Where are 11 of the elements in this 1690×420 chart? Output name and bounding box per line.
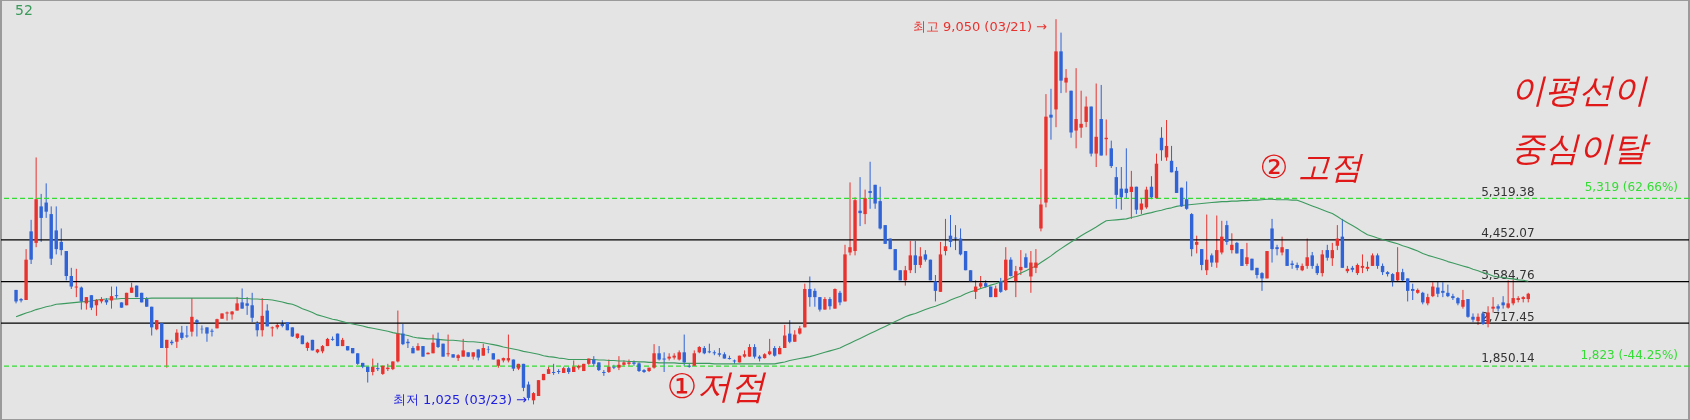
y-tick-label: 1,850.14 bbox=[1481, 351, 1535, 366]
annotation: ①저점 bbox=[666, 366, 768, 406]
annotation: 최고 9,050 (03/21) → bbox=[912, 19, 1048, 34]
ref-line-label: 5,319 (62.66%) bbox=[1584, 180, 1678, 195]
chart-title: 52 bbox=[15, 2, 33, 18]
annotation: 이평선이 중심이탈 bbox=[1511, 70, 1651, 168]
y-tick-label: 4,452.07 bbox=[1481, 226, 1535, 241]
ref-line-label: 1,823 (-44.25%) bbox=[1580, 348, 1678, 363]
y-tick-label: 5,319.38 bbox=[1481, 184, 1535, 199]
annotation: 최저 1,025 (03/23) → bbox=[392, 392, 528, 407]
annotation: ② 고점 bbox=[1259, 148, 1365, 186]
